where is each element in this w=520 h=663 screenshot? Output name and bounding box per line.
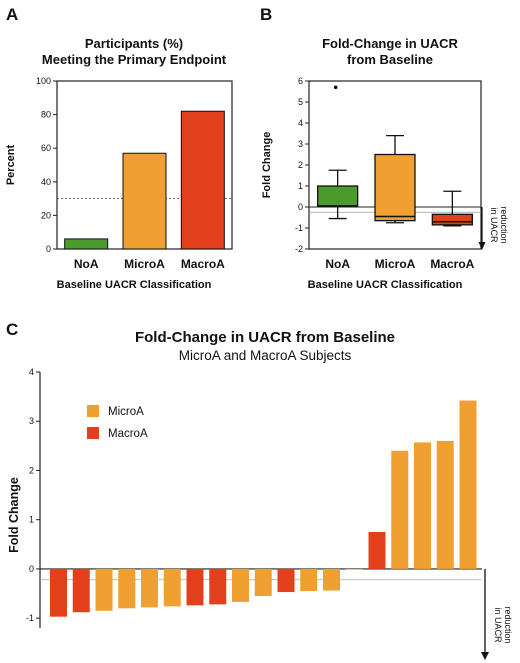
panel-a-xlabel: Baseline UACR Classification xyxy=(57,279,212,291)
panel-b-ytick-label: 5 xyxy=(298,97,303,107)
panel-c-bar-macroa xyxy=(209,568,227,605)
panel-c-bar-microa xyxy=(414,442,431,569)
panel-c-bar-macroa xyxy=(277,568,295,593)
panel-b-ytick-label: -2 xyxy=(295,244,303,254)
panel-c-ytick-label: 1 xyxy=(29,515,34,525)
panel-b-title-line2: from Baseline xyxy=(347,52,433,67)
panel-c-plot: -1 0 1 2 3 4 MicroA MacroA xyxy=(26,367,489,660)
panel-b-annotation-line2: in UACR xyxy=(489,207,499,243)
panel-c-annotation-line1: reduction xyxy=(503,606,513,643)
panel-c-bar-microa xyxy=(300,568,318,592)
panel-a-ytick-label: 0 xyxy=(46,244,51,254)
panel-c-bar-macroa xyxy=(50,568,67,617)
panel-a-category-label: MacroA xyxy=(181,257,225,271)
panel-b-reduction-arrow-head xyxy=(478,242,486,250)
panel-a-bar-macroa xyxy=(180,110,225,250)
panel-c-bar-microa xyxy=(323,568,340,591)
panel-a-bar-noa xyxy=(64,238,109,250)
panel-b-category-label: MacroA xyxy=(430,257,474,271)
panel-c-bar-microa xyxy=(141,568,158,608)
panel-a-letter: A xyxy=(6,5,18,24)
panel-b-category-label: MicroA xyxy=(375,257,416,271)
panel-c-bar-macroa xyxy=(186,568,204,606)
panel-c-ylabel: Fold Change xyxy=(7,477,21,553)
panel-c-letter: C xyxy=(6,320,18,339)
panel-c-bar-macroa xyxy=(368,532,386,569)
panel-c-bar-microa xyxy=(459,400,477,569)
panel-c-legend-label: MicroA xyxy=(108,406,144,418)
panel-c-bar-microa xyxy=(163,568,181,607)
panel-c-bar-microa xyxy=(232,568,249,602)
panel-c-ytick-label: 2 xyxy=(29,465,34,475)
panel-c-bar-microa xyxy=(436,440,454,569)
panel-a-ylabel: Percent xyxy=(5,144,17,185)
panel-b-title-line1: Fold-Change in UACR xyxy=(322,36,458,51)
panel-b-ytick-label: 2 xyxy=(298,160,303,170)
panel-c-ytick-label: 4 xyxy=(29,367,34,377)
panel-c-subtitle: MicroA and MacroA Subjects xyxy=(179,348,352,363)
panel-c-bar-microa xyxy=(391,450,409,569)
panel-a-category-label: MicroA xyxy=(124,257,165,271)
panel-b-ytick-label: 3 xyxy=(298,139,303,149)
panel-b-annotation-line1: reduction xyxy=(499,206,509,243)
panel-c-bar-microa xyxy=(345,568,363,570)
panel-a-plot: 0 20 40 60 80 100 NoA MicroA MacroA xyxy=(36,76,233,271)
panel-c-bar-microa xyxy=(95,568,113,611)
panel-c-ytick-label: 3 xyxy=(29,416,34,426)
panel-a-category-label: NoA xyxy=(74,257,99,271)
panel-a-title-line2: Meeting the Primary Endpoint xyxy=(42,52,227,67)
panel-c-title: Fold-Change in UACR from Baseline xyxy=(135,329,395,346)
panel-b-plot: -2 -1 0 1 2 3 4 5 6 NoA MicroA MacroA xyxy=(295,76,486,271)
panel-b-box-noa-outlier xyxy=(333,85,338,90)
panel-c-bar-microa xyxy=(254,568,272,596)
panel-a-ytick-label: 100 xyxy=(36,76,51,86)
panel-b-category-label: NoA xyxy=(325,257,350,271)
panel-b-box-macroa xyxy=(431,213,473,226)
panel-b-ytick-label: 0 xyxy=(298,202,303,212)
panel-c-legend-swatch-macroa xyxy=(87,427,99,439)
panel-b-ylabel: Fold Change xyxy=(261,132,273,199)
panel-c-reduction-arrow-head xyxy=(481,652,489,660)
panel-a-ytick-label: 60 xyxy=(41,143,51,153)
panel-c-ytick-label: -1 xyxy=(26,613,34,623)
panel-a-ytick-label: 80 xyxy=(41,110,51,120)
panel-c-bar-macroa xyxy=(72,568,90,613)
panel-b-ytick-label: 1 xyxy=(298,181,303,191)
panel-b-xlabel: Baseline UACR Classification xyxy=(308,279,463,291)
panel-b-ytick-label: 6 xyxy=(298,76,303,86)
panel-b-letter: B xyxy=(260,5,272,24)
panel-c-legend-swatch-microa xyxy=(87,405,99,417)
panel-a-ytick-label: 20 xyxy=(41,210,51,220)
panel-b-ytick-label: 4 xyxy=(298,118,303,128)
panel-b-box-microa xyxy=(374,153,416,222)
panel-c-legend-label: MacroA xyxy=(108,428,148,440)
panel-c-ytick-label: 0 xyxy=(29,564,34,574)
panel-b-ytick-label: -1 xyxy=(295,223,303,233)
panel-c-annotation-line2: in UACR xyxy=(493,607,503,643)
panel-c-bar-microa xyxy=(118,568,136,609)
panel-a-bar-microa xyxy=(122,152,167,250)
panel-a-title-line1: Participants (%) xyxy=(85,36,183,51)
panel-b-box-noa xyxy=(317,185,359,207)
panel-a-ytick-label: 40 xyxy=(41,177,51,187)
